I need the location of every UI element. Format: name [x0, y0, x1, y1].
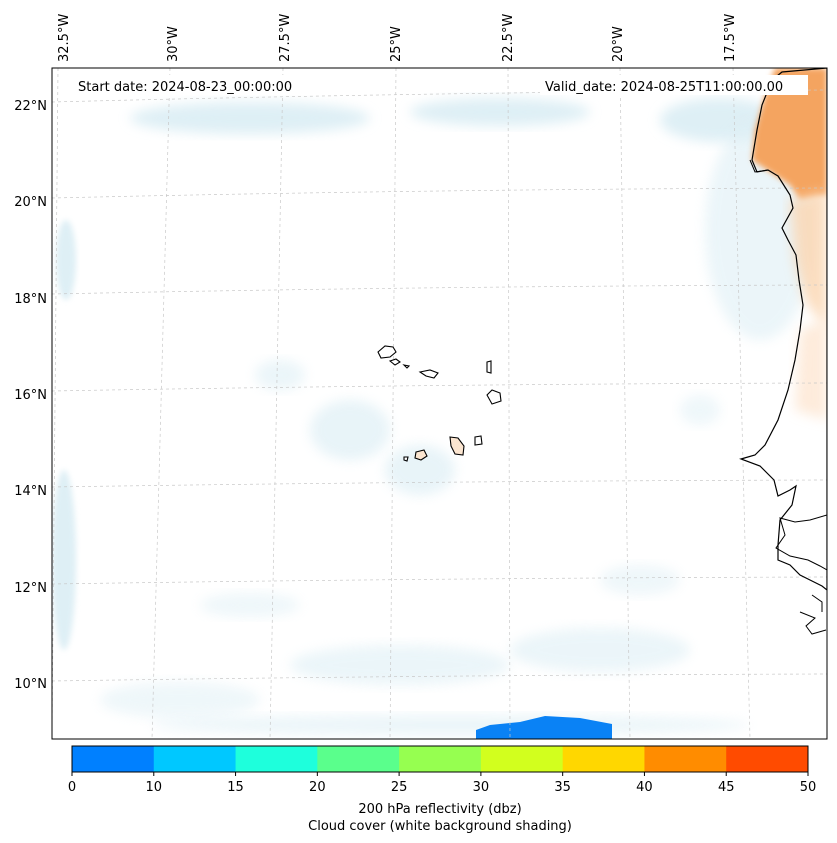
lon-label: 17.5°W: [723, 14, 738, 62]
lon-label: 22.5°W: [501, 14, 516, 62]
colorbar-subtitle: Cloud cover (white background shading): [308, 819, 572, 834]
colorbar-tick-label: 20: [309, 780, 326, 795]
island-santa-luzia: [402, 364, 411, 369]
colorbar: 0 10 15 20 25 30 35 40 45 50: [68, 745, 817, 795]
colorbar-title: 200 hPa reflectivity (dbz): [358, 802, 521, 817]
island-sao-nicolau: [418, 369, 439, 379]
colorbar-segment: [726, 746, 809, 772]
lat-label: 22°N: [14, 99, 47, 114]
lat-label: 10°N: [14, 677, 47, 692]
valid-date-label: Valid_date: 2024-08-25T11:00:00.00: [545, 80, 783, 95]
lat-label: 18°N: [14, 292, 47, 307]
colorbar-tick-label: 40: [636, 780, 653, 795]
island-brava: [403, 456, 409, 462]
reflectivity-blue-band: [476, 716, 612, 739]
lon-label: 32.5°W: [57, 14, 72, 62]
colorbar-tick-label: 30: [473, 780, 490, 795]
island-sal: [486, 360, 492, 374]
start-date-label: Start date: 2024-08-23_00:00:00: [78, 80, 292, 95]
cape-verde-islands: [377, 345, 502, 462]
lon-label: 20°W: [611, 26, 626, 62]
colorbar-segment: [153, 746, 237, 772]
island-santiago: [449, 436, 465, 456]
colorbar-tick-label: 35: [554, 780, 571, 795]
island-fogo: [414, 449, 428, 461]
colorbar-tick-label: 50: [800, 780, 817, 795]
reflectivity-shading: [476, 68, 827, 739]
colorbar-segment: [235, 746, 318, 772]
longitude-labels: 32.5°W 30°W 27.5°W 25°W 22.5°W 20°W 17.5…: [57, 14, 738, 62]
colorbar-segment: [72, 746, 155, 772]
lon-label: 25°W: [389, 26, 404, 62]
colorbar-tick-label: 45: [718, 780, 735, 795]
colorbar-segment: [562, 746, 645, 772]
colorbar-tick-label: 10: [146, 780, 163, 795]
africa-coastline-south: [775, 514, 827, 635]
island-maio: [474, 435, 483, 446]
colorbar-tick-label: 0: [68, 780, 76, 795]
island-sao-vicente: [388, 358, 401, 366]
colorbar-segment: [644, 746, 727, 772]
start-date-box: [70, 75, 320, 95]
lon-label: 30°W: [166, 26, 181, 62]
colorbar-segment: [480, 746, 564, 772]
latitude-labels: 22°N 20°N 18°N 16°N 14°N 12°N 10°N: [14, 99, 47, 692]
cloud-cover-shading: [52, 98, 815, 735]
colorbar-border: [71, 745, 809, 773]
colorbar-tick-label: 25: [391, 780, 408, 795]
lat-label: 16°N: [14, 388, 47, 403]
map-frame: [51, 67, 828, 740]
lat-label: 12°N: [14, 581, 47, 596]
graticule: [52, 68, 827, 739]
island-boa-vista: [486, 389, 502, 405]
lon-label: 27.5°W: [278, 14, 293, 62]
valid-date-box: [540, 75, 808, 95]
island-santo-antao: [377, 345, 397, 359]
colorbar-segment: [317, 746, 400, 772]
colorbar-tick-label: 15: [227, 780, 244, 795]
lat-label: 14°N: [14, 484, 47, 499]
colorbar-segment: [399, 746, 482, 772]
lat-label: 20°N: [14, 195, 47, 210]
